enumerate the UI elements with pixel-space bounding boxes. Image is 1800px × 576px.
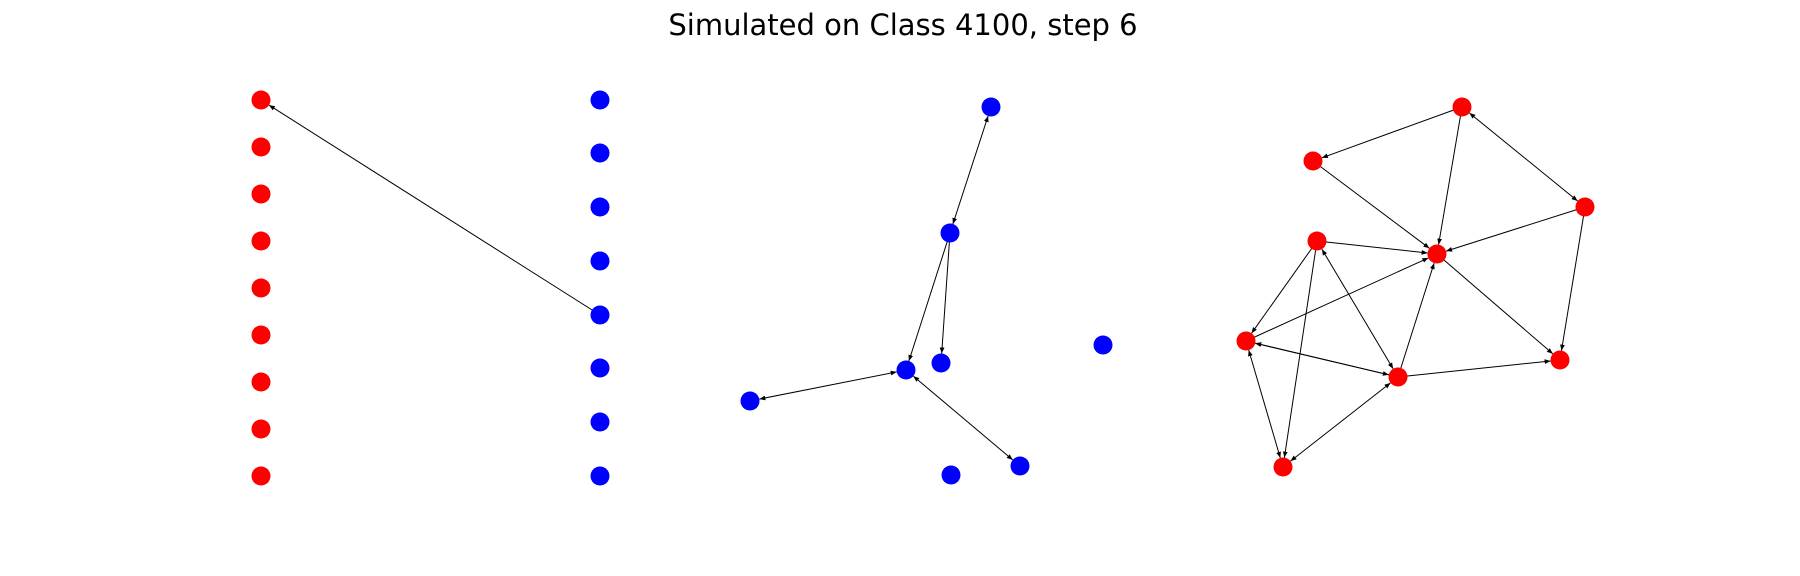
edge-c1-c2 — [952, 115, 989, 225]
node-d8 — [1550, 350, 1570, 370]
edge-d4-d9 — [1282, 240, 1318, 458]
edge-d5-d8 — [1436, 253, 1554, 355]
node-d7 — [1388, 367, 1408, 387]
node-d5 — [1427, 244, 1447, 264]
node-b4 — [590, 251, 610, 271]
node-r2 — [251, 137, 271, 157]
node-d1 — [1452, 97, 1472, 117]
edge-d4-d7 — [1321, 248, 1394, 370]
edge-c2-c4 — [908, 232, 951, 362]
edge-c4-c5 — [759, 370, 897, 401]
edge-d1-d3 — [1469, 112, 1578, 202]
node-b5 — [590, 305, 610, 325]
edge-d4-d6 — [1251, 240, 1318, 334]
node-c3 — [931, 353, 951, 373]
edge-d4-d5 — [1316, 240, 1428, 255]
edge-layer — [268, 104, 1586, 462]
node-c4 — [896, 360, 916, 380]
node-b1 — [590, 90, 610, 110]
node-b2 — [590, 143, 610, 163]
edge-d9-d7 — [1290, 382, 1391, 462]
node-c8 — [1093, 335, 1113, 355]
node-c7 — [941, 465, 961, 485]
node-b3 — [590, 197, 610, 217]
edge-c2-c3 — [939, 232, 951, 354]
node-b6 — [590, 358, 610, 378]
node-c6 — [1010, 456, 1030, 476]
node-r1 — [251, 90, 271, 110]
edge-b5-r1 — [268, 104, 601, 316]
node-d3 — [1575, 197, 1595, 217]
figure-title: Simulated on Class 4100, step 6 — [668, 8, 1138, 42]
node-c5 — [740, 391, 760, 411]
node-c1 — [981, 97, 1001, 117]
edge-d2-d5 — [1312, 160, 1430, 249]
node-r4 — [251, 231, 271, 251]
node-layer — [251, 90, 1595, 486]
node-b7 — [590, 412, 610, 432]
node-r5 — [251, 278, 271, 298]
edge-d3-d5 — [1445, 206, 1586, 252]
node-r3 — [251, 184, 271, 204]
edge-c4-c6 — [912, 375, 1014, 461]
edge-d1-d5 — [1437, 106, 1463, 245]
node-b8 — [590, 466, 610, 486]
node-r8 — [251, 419, 271, 439]
edge-d6-d5 — [1245, 257, 1429, 342]
edge-d6-d9 — [1248, 349, 1281, 459]
edge-d7-d5 — [1397, 262, 1435, 378]
node-c2 — [940, 223, 960, 243]
node-d4 — [1307, 231, 1327, 251]
edge-d7-d8 — [1397, 359, 1551, 378]
node-r6 — [251, 325, 271, 345]
edge-d3-d8 — [1560, 206, 1586, 351]
edge-d1-d2 — [1321, 106, 1463, 159]
node-d9 — [1273, 457, 1293, 477]
node-r9 — [251, 466, 271, 486]
node-d2 — [1303, 151, 1323, 171]
node-r7 — [251, 372, 271, 392]
node-d6 — [1236, 331, 1256, 351]
edge-d7-d6 — [1255, 342, 1399, 378]
